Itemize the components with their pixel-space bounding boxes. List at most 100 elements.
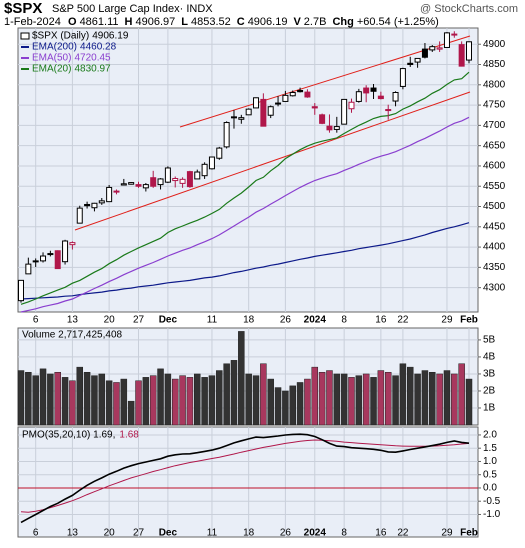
- x-tick-label: Feb: [460, 528, 478, 539]
- volume-bar: [120, 378, 128, 426]
- candle: [414, 57, 421, 68]
- candle-body: [275, 102, 282, 105]
- legend-value: 4830.97: [74, 64, 111, 75]
- x-tick-label: 16: [375, 315, 387, 326]
- x-tick-label: Dec: [159, 528, 178, 539]
- volume-bar: [289, 385, 296, 426]
- volume-bar: [311, 366, 319, 426]
- ema-line: [20, 222, 470, 300]
- x-tick-label: 6: [33, 315, 39, 326]
- volume-bar: [406, 366, 414, 426]
- stat-value: 4906.19: [248, 16, 288, 28]
- stat-label: C: [237, 16, 245, 28]
- pmo-panel: [17, 426, 479, 538]
- candle: [230, 109, 237, 129]
- y-tick-label: 4350: [483, 262, 506, 273]
- candle: [282, 90, 289, 102]
- ema-line: [20, 71, 470, 305]
- volume-bar: [458, 363, 465, 426]
- candle-body: [76, 207, 83, 224]
- x-tick-label: 8: [341, 315, 347, 326]
- volume-bar: [25, 371, 32, 426]
- candle: [164, 166, 171, 183]
- candle-body: [333, 126, 340, 130]
- volume-bar: [17, 370, 25, 426]
- candle-body: [458, 44, 465, 67]
- candle-body: [260, 98, 267, 127]
- candle: [370, 83, 377, 99]
- candle: [201, 162, 208, 179]
- candle-body: [429, 46, 436, 51]
- candle: [267, 105, 274, 119]
- candle-body: [370, 87, 377, 92]
- candle-body: [304, 91, 311, 98]
- candle: [377, 91, 384, 100]
- volume-bar: [326, 370, 333, 426]
- candle-body: [157, 178, 164, 186]
- volume-bar: [201, 377, 208, 426]
- volume-bar: [282, 390, 289, 426]
- stat-value: +60.54 (+1.25%): [357, 16, 439, 28]
- y-tick-label: 4300: [483, 282, 506, 293]
- volume-bar: [171, 378, 179, 426]
- candle-body: [466, 41, 472, 61]
- volume-bar: [149, 375, 157, 426]
- candle-body: [436, 47, 443, 50]
- candle: [120, 178, 127, 186]
- y-tick-label: 5B: [483, 335, 496, 346]
- candle: [186, 170, 193, 188]
- x-tick-label: Feb: [460, 315, 478, 326]
- y-tick-label: -1.0: [483, 509, 501, 520]
- candle-body: [355, 91, 362, 102]
- candle: [429, 45, 436, 52]
- x-tick-label: 22: [397, 528, 409, 539]
- y-tick-label: 1B: [483, 403, 496, 414]
- candle: [363, 85, 370, 103]
- candle: [451, 31, 458, 38]
- candle-body: [54, 250, 61, 270]
- candle: [84, 201, 91, 209]
- x-tick-label: 29: [441, 315, 453, 326]
- candle-body: [282, 94, 289, 102]
- candle-body: [186, 171, 193, 188]
- volume-bar: [333, 373, 341, 426]
- x-tick-label: Dec: [159, 315, 178, 326]
- volume-bar: [113, 382, 120, 426]
- candle: [385, 104, 392, 120]
- x-tick-label: 26: [280, 528, 292, 539]
- candle-body: [326, 125, 333, 131]
- volume-bar: [348, 377, 355, 426]
- candle: [333, 116, 340, 133]
- candle: [135, 181, 142, 188]
- volume-bar: [443, 370, 451, 426]
- candle-body: [311, 106, 318, 109]
- candle-body: [238, 117, 245, 120]
- candle: [304, 89, 311, 98]
- candle: [223, 121, 230, 149]
- volume-bar: [69, 380, 76, 426]
- candle: [142, 182, 149, 192]
- volume-bar: [83, 371, 91, 426]
- legend-name: $SPX (Daily): [32, 31, 89, 42]
- candle-body: [348, 101, 355, 110]
- x-tick-label: 2024: [304, 315, 327, 326]
- pmo-line: [20, 439, 470, 513]
- volume-bar: [296, 382, 304, 426]
- candle: [54, 250, 61, 270]
- candle-body: [18, 279, 24, 302]
- trend-line: [179, 35, 471, 128]
- candle: [238, 114, 245, 124]
- volume-bar: [157, 368, 164, 426]
- candle: [275, 96, 282, 107]
- candle: [421, 43, 428, 59]
- candle-body: [451, 33, 458, 36]
- volume-bar: [223, 363, 230, 426]
- stat-value: 2.7B: [304, 16, 327, 28]
- candle-body: [319, 114, 326, 124]
- volume-bar: [392, 375, 399, 426]
- candle: [260, 93, 267, 127]
- x-tick-label: 6: [33, 528, 39, 539]
- candle: [355, 88, 362, 103]
- volume-bar: [76, 366, 84, 426]
